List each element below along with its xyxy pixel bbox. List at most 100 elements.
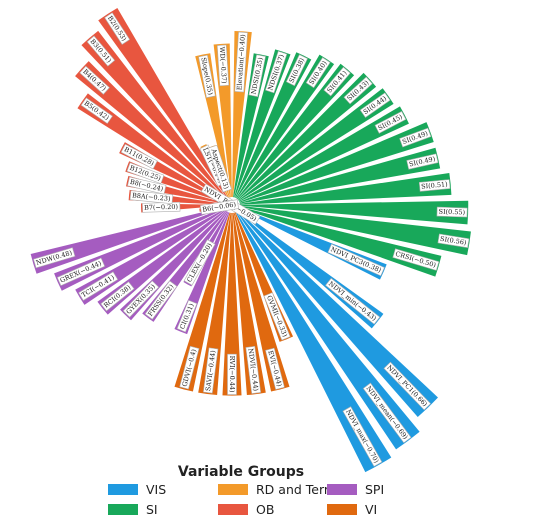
- bar-label-box: [179, 345, 200, 390]
- bar-label-box: [248, 54, 266, 97]
- bar-label-box: [80, 97, 113, 124]
- bar-label: SI(0.51): [418, 179, 451, 192]
- bar: [232, 212, 266, 396]
- bar: [236, 54, 335, 199]
- bar: [239, 147, 441, 204]
- bar-label-box: [227, 353, 237, 395]
- bar-label-box: [122, 280, 160, 318]
- bar-label: WD(−0.37): [216, 44, 230, 87]
- bar-label-box: [418, 179, 451, 192]
- bar-label-box: [176, 299, 198, 333]
- bar-label-box: [399, 127, 432, 148]
- bar-label: B8A(−0.23): [129, 190, 174, 205]
- bar-label: Elevation(−0.40): [234, 31, 248, 93]
- bar: [239, 205, 471, 256]
- bar: [233, 212, 290, 392]
- bar-label-box: [144, 280, 178, 320]
- bar-label-box: [198, 54, 216, 98]
- bar: [198, 212, 232, 396]
- bar-label-text: SI(0.51): [421, 180, 449, 191]
- bar: [239, 200, 469, 225]
- bar-label-box: [79, 65, 110, 95]
- legend: Variable Groups VIS RD and Terrain SPI SI OB…: [108, 464, 384, 517]
- bar-label-box: [265, 50, 288, 94]
- bar-label-text: RVI(−0.44): [228, 356, 236, 393]
- bar: [239, 173, 452, 205]
- bar-label-box: [374, 111, 407, 134]
- bar: [174, 212, 231, 392]
- bar-label-box: [199, 199, 239, 215]
- bar-label: SI(0.55): [436, 206, 468, 218]
- bar-label: SI(0.56): [437, 233, 470, 248]
- bar-label-box: [343, 76, 373, 105]
- bar-label-box: [104, 12, 131, 45]
- legend-swatch: [108, 504, 138, 515]
- legend-label: OB: [256, 502, 274, 517]
- bar-label-box: [120, 143, 158, 170]
- bar-label-box: [383, 361, 432, 411]
- bar-label-box: [203, 347, 219, 394]
- legend-label: VI: [365, 502, 377, 517]
- bar-label-box: [362, 382, 412, 444]
- bar-label-box: [234, 31, 248, 93]
- bar-label-box: [78, 271, 119, 301]
- bar-label-box: [285, 54, 308, 87]
- bar-label: B6(−0.06): [199, 199, 239, 215]
- bar-label-box: [265, 347, 285, 390]
- bar: [235, 52, 312, 198]
- bar-label-box: [436, 206, 468, 218]
- bar-label-text: B7(−0.20): [144, 203, 179, 212]
- bar-label-box: [263, 292, 291, 341]
- legend-swatch: [218, 484, 248, 495]
- legend-label: SI: [146, 502, 158, 517]
- bar: [233, 53, 269, 198]
- bar: [239, 122, 434, 203]
- bar-label-box: [86, 35, 116, 67]
- bar: [235, 211, 392, 473]
- legend-swatch: [327, 504, 357, 515]
- bar-label-box: [245, 345, 262, 394]
- bar: [238, 88, 394, 201]
- bar: [98, 7, 228, 199]
- bar-label-box: [359, 92, 391, 118]
- bar-label-box: [183, 239, 216, 286]
- bar-label-box: [33, 247, 76, 269]
- bar: [239, 206, 442, 277]
- bar-label-box: [127, 176, 167, 195]
- bar: [237, 72, 377, 200]
- bar-label-box: [126, 162, 165, 184]
- bar: [238, 106, 409, 202]
- bar-label-box: [56, 257, 106, 287]
- bar-label: B7(−0.20): [142, 201, 181, 213]
- legend-swatch: [218, 504, 248, 515]
- legend-label: VIS: [146, 482, 166, 497]
- bar-label-box: [342, 406, 383, 467]
- bar-label-box: [323, 66, 351, 97]
- bar-label-box: [392, 248, 440, 271]
- bar: [77, 93, 226, 201]
- bar-label-text: B8A(−0.23): [132, 191, 172, 203]
- legend-label: SPI: [365, 482, 384, 497]
- bar-label-box: [207, 144, 232, 193]
- bar-label-box: [406, 153, 439, 170]
- bar-label: SAVI(−0.44): [203, 347, 219, 394]
- bar-label-box: [129, 190, 174, 205]
- bar: [222, 212, 242, 396]
- bar: [81, 30, 228, 200]
- bar-label-box: [100, 281, 135, 312]
- bar-label-text: Elevation(−0.40): [235, 34, 247, 91]
- bar-label-text: SI(0.55): [438, 208, 465, 217]
- bar-label-box: [325, 277, 381, 325]
- bar-label-box: [216, 44, 230, 87]
- bar: [236, 63, 355, 200]
- bar-label-box: [437, 233, 470, 248]
- bar-label: NDVI(−0.44): [245, 345, 262, 394]
- bar-label-text: WD(−0.37): [218, 47, 228, 85]
- legend-swatch: [327, 484, 357, 495]
- bar-label-box: [327, 243, 385, 277]
- legend-title: Variable Groups: [178, 464, 304, 480]
- bar: [30, 206, 225, 274]
- bar-label-box: [305, 57, 331, 89]
- legend-swatch: [108, 484, 138, 495]
